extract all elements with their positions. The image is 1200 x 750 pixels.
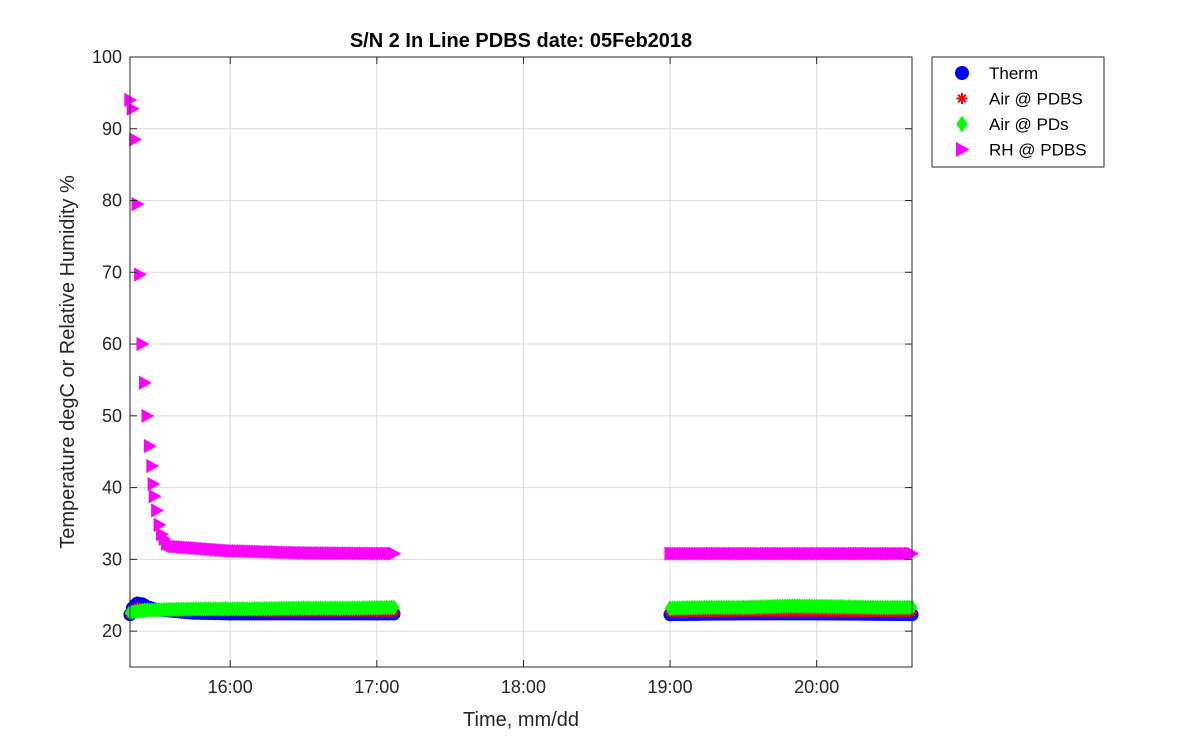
legend: Therm Air @ PDBS Air @ PDs RH @ PDBS — [931, 56, 1105, 168]
legend-entry: Air @ PDs — [956, 115, 1069, 134]
data-point-dense — [143, 438, 157, 453]
data-point-dense — [388, 599, 400, 616]
data-point-dense — [148, 489, 162, 504]
legend-marker — [956, 93, 968, 104]
legend-entry: RH @ PDBS — [956, 141, 1087, 160]
legend-label: Air @ PDBS — [989, 90, 1083, 109]
x-tick-label: 20:00 — [794, 677, 839, 697]
data-point-dense — [906, 546, 919, 561]
y-tick-label: 30 — [102, 549, 122, 569]
y-axis-label: Temperature degC or Relative Humidity % — [57, 175, 79, 549]
data-point-dense — [136, 337, 150, 352]
x-tick-label: 18:00 — [501, 677, 546, 697]
data-point-dense — [388, 546, 401, 561]
y-tick-label: 60 — [102, 334, 122, 354]
y-tick-label: 70 — [102, 262, 122, 282]
legend-marker — [956, 142, 970, 157]
data-point — [147, 477, 161, 491]
data-point-dense — [134, 267, 147, 282]
data-point-dense — [151, 503, 164, 518]
x-axis-label: Time, mm/dd — [463, 709, 579, 731]
legend-marker — [956, 115, 968, 133]
legend-label: Air @ PDs — [989, 115, 1069, 134]
data-point-dense — [146, 459, 159, 474]
legend-marker — [955, 66, 969, 80]
axis-ticks: 16:00 17:00 18:00 19:00 20:00 20 30 40 50 60 70 80 9… — [92, 47, 912, 697]
y-tick-label: 40 — [102, 478, 122, 498]
plot-frame — [129, 56, 913, 668]
x-tick-label: 19:00 — [648, 677, 693, 697]
y-tick-label: 50 — [102, 406, 122, 426]
data-point-dense — [129, 132, 142, 147]
plot-background — [130, 57, 912, 667]
series-rh-pdbs — [124, 93, 919, 561]
x-tick-label: 17:00 — [354, 677, 399, 697]
data-point-dense — [139, 375, 152, 390]
x-tick-label: 16:00 — [208, 677, 253, 697]
y-tick-label: 20 — [102, 621, 122, 641]
data-point-dense — [141, 408, 155, 423]
data-markers — [123, 93, 919, 622]
legend-entry: Therm — [955, 64, 1038, 83]
series-air-pds — [124, 598, 918, 621]
chart-title: S/N 2 In Line PDBS date: 05Feb2018 — [350, 30, 692, 52]
legend-label: Therm — [989, 64, 1038, 83]
y-tick-label: 100 — [92, 47, 122, 67]
legend-label: RH @ PDBS — [989, 141, 1087, 160]
legend-entry: Air @ PDBS — [956, 90, 1083, 109]
y-tick-label: 80 — [102, 191, 122, 211]
y-tick-label: 90 — [102, 119, 122, 139]
